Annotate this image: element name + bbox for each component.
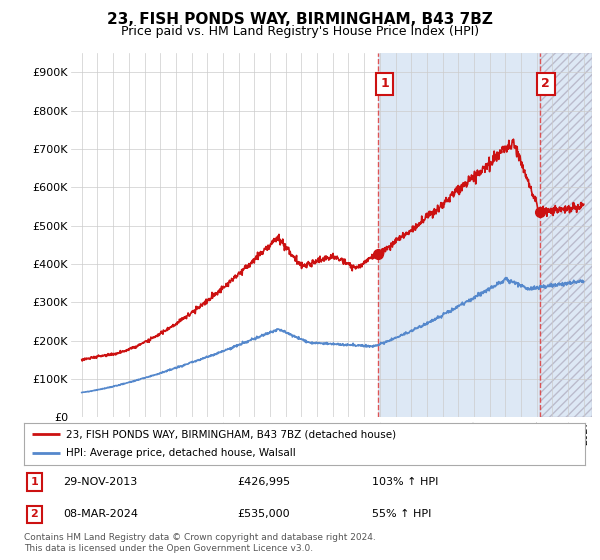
Bar: [539, 53, 592, 417]
Bar: [539, 53, 592, 417]
Text: Price paid vs. HM Land Registry's House Price Index (HPI): Price paid vs. HM Land Registry's House …: [121, 25, 479, 38]
Text: 2: 2: [30, 509, 38, 519]
Text: Contains HM Land Registry data © Crown copyright and database right 2024.
This d: Contains HM Land Registry data © Crown c…: [24, 533, 376, 553]
Text: 29-NOV-2013: 29-NOV-2013: [63, 477, 137, 487]
Text: £426,995: £426,995: [237, 477, 290, 487]
Text: 23, FISH PONDS WAY, BIRMINGHAM, B43 7BZ (detached house): 23, FISH PONDS WAY, BIRMINGHAM, B43 7BZ …: [66, 429, 396, 439]
Text: 23, FISH PONDS WAY, BIRMINGHAM, B43 7BZ: 23, FISH PONDS WAY, BIRMINGHAM, B43 7BZ: [107, 12, 493, 27]
Text: HPI: Average price, detached house, Walsall: HPI: Average price, detached house, Wals…: [66, 449, 296, 459]
Bar: [378, 53, 592, 417]
Text: £535,000: £535,000: [237, 509, 290, 519]
Text: 1: 1: [380, 77, 389, 90]
Text: 1: 1: [30, 477, 38, 487]
Text: 08-MAR-2024: 08-MAR-2024: [63, 509, 138, 519]
Text: 55% ↑ HPI: 55% ↑ HPI: [372, 509, 431, 519]
Text: 2: 2: [541, 77, 550, 90]
Text: 103% ↑ HPI: 103% ↑ HPI: [372, 477, 438, 487]
